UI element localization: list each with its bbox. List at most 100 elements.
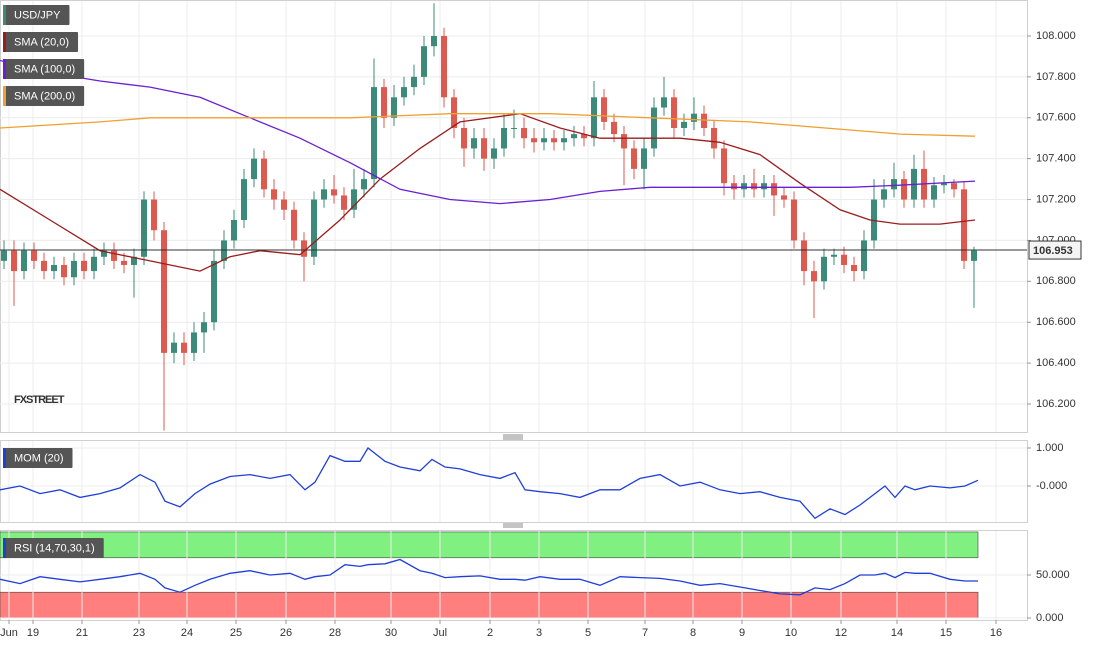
x-tick-label: 21: [76, 627, 88, 639]
candle-body: [391, 97, 397, 118]
candle-body: [491, 148, 497, 159]
candle-body: [551, 138, 557, 143]
candle-body: [541, 138, 547, 143]
candle-body: [111, 250, 117, 261]
legend-box: [3, 32, 79, 52]
watermark: FXSTREET: [14, 394, 65, 406]
zone-band: [0, 591, 979, 619]
candle-body: [521, 127, 527, 139]
y-tick-label: 106.800: [1036, 275, 1076, 287]
legend-box: [3, 538, 104, 558]
x-tick-label: 3: [536, 627, 542, 639]
y-tick-label: 108.000: [1036, 30, 1076, 42]
legend-box: [3, 448, 73, 468]
candle-body: [951, 183, 957, 190]
candle-body: [971, 250, 977, 261]
panel: 1.000 -0.000 MOM (20): [0, 440, 1067, 523]
candle-body: [241, 179, 247, 220]
candle-body: [631, 148, 637, 169]
candle-body: [21, 250, 27, 272]
x-tick-label: 5: [585, 627, 591, 639]
y-tick-label: 106.400: [1036, 357, 1076, 369]
candle-body: [581, 134, 587, 139]
candle-body: [661, 97, 667, 108]
candle-body: [361, 179, 367, 190]
panel-frame: [0, 440, 1028, 523]
candle-body: [791, 199, 797, 241]
candle-body: [11, 250, 17, 272]
candle-body: [761, 183, 767, 190]
x-tick-label: 12: [835, 627, 847, 639]
panel: 106.200106.400106.600106.800107.000107.2…: [0, 0, 1082, 433]
x-tick-label: 30: [385, 627, 397, 639]
candle-body: [501, 127, 507, 149]
candle-body: [601, 97, 607, 122]
candle-body: [231, 219, 237, 241]
x-tick-label: 14: [891, 627, 903, 639]
candle-body: [201, 322, 207, 333]
legend-swatch: [3, 59, 6, 79]
y-tick-label: 107.600: [1036, 112, 1076, 124]
legend-swatch: [3, 448, 6, 468]
candle-body: [891, 179, 897, 190]
candle-body: [101, 250, 107, 257]
candle-body: [91, 256, 97, 272]
candle-body: [651, 107, 657, 149]
candle-body: [191, 332, 197, 353]
candle-body: [401, 87, 407, 98]
legend-label: SMA (200,0): [14, 90, 75, 102]
legend-label: SMA (100,0): [14, 63, 75, 75]
y-tick-label: 1.000: [1036, 442, 1064, 454]
candle-body: [691, 113, 697, 122]
series-line: [0, 447, 979, 520]
candle-body: [811, 271, 817, 282]
candle-body: [431, 35, 437, 47]
legend-label: SMA (20,0): [14, 36, 69, 48]
candle-body: [531, 138, 537, 143]
y-tick-label: 106.200: [1036, 398, 1076, 410]
x-tick-label: 19: [27, 627, 39, 639]
candle-body: [561, 138, 567, 143]
candle-body: [861, 240, 867, 272]
y-tick-label: 50.000: [1036, 569, 1070, 581]
candle-body: [131, 256, 137, 265]
candle-body: [681, 121, 687, 128]
candle-body: [251, 158, 257, 180]
x-tick-label: 10: [785, 627, 797, 639]
candle-body: [81, 260, 87, 272]
candle-body: [171, 342, 177, 353]
candle-body: [151, 199, 157, 231]
x-tick-label: Jun: [0, 627, 18, 639]
legend-label: RSI (14,70,30,1): [14, 542, 95, 554]
candle-body: [211, 260, 217, 323]
x-tick-label: 23: [133, 627, 145, 639]
x-tick-label: 28: [329, 627, 341, 639]
candle-body: [441, 35, 447, 98]
candle-body: [331, 189, 337, 196]
candle-body: [711, 127, 717, 149]
candle-body: [831, 254, 837, 257]
x-tick-label: 2: [487, 627, 493, 639]
candle-body: [731, 183, 737, 190]
legend-swatch: [3, 538, 6, 558]
candle-body: [471, 138, 477, 149]
candle-body: [641, 148, 647, 169]
candle-body: [61, 264, 67, 278]
candle-body: [51, 264, 57, 272]
candle-body: [141, 199, 147, 257]
candle-body: [931, 185, 937, 200]
candle-body: [671, 97, 677, 128]
candle-body: [311, 199, 317, 257]
candle-body: [801, 240, 807, 272]
candle-body: [261, 158, 267, 190]
panel: 50.000 0.000 RSI (14,70,30,1): [0, 530, 1070, 624]
candle-body: [181, 342, 187, 353]
candle-body: [121, 260, 127, 265]
series-line: [0, 113, 976, 137]
legend-box: [3, 5, 70, 25]
x-tick-label: 7: [642, 627, 648, 639]
candle-body: [571, 134, 577, 139]
candle-body: [281, 199, 287, 210]
candle-body: [751, 183, 757, 190]
